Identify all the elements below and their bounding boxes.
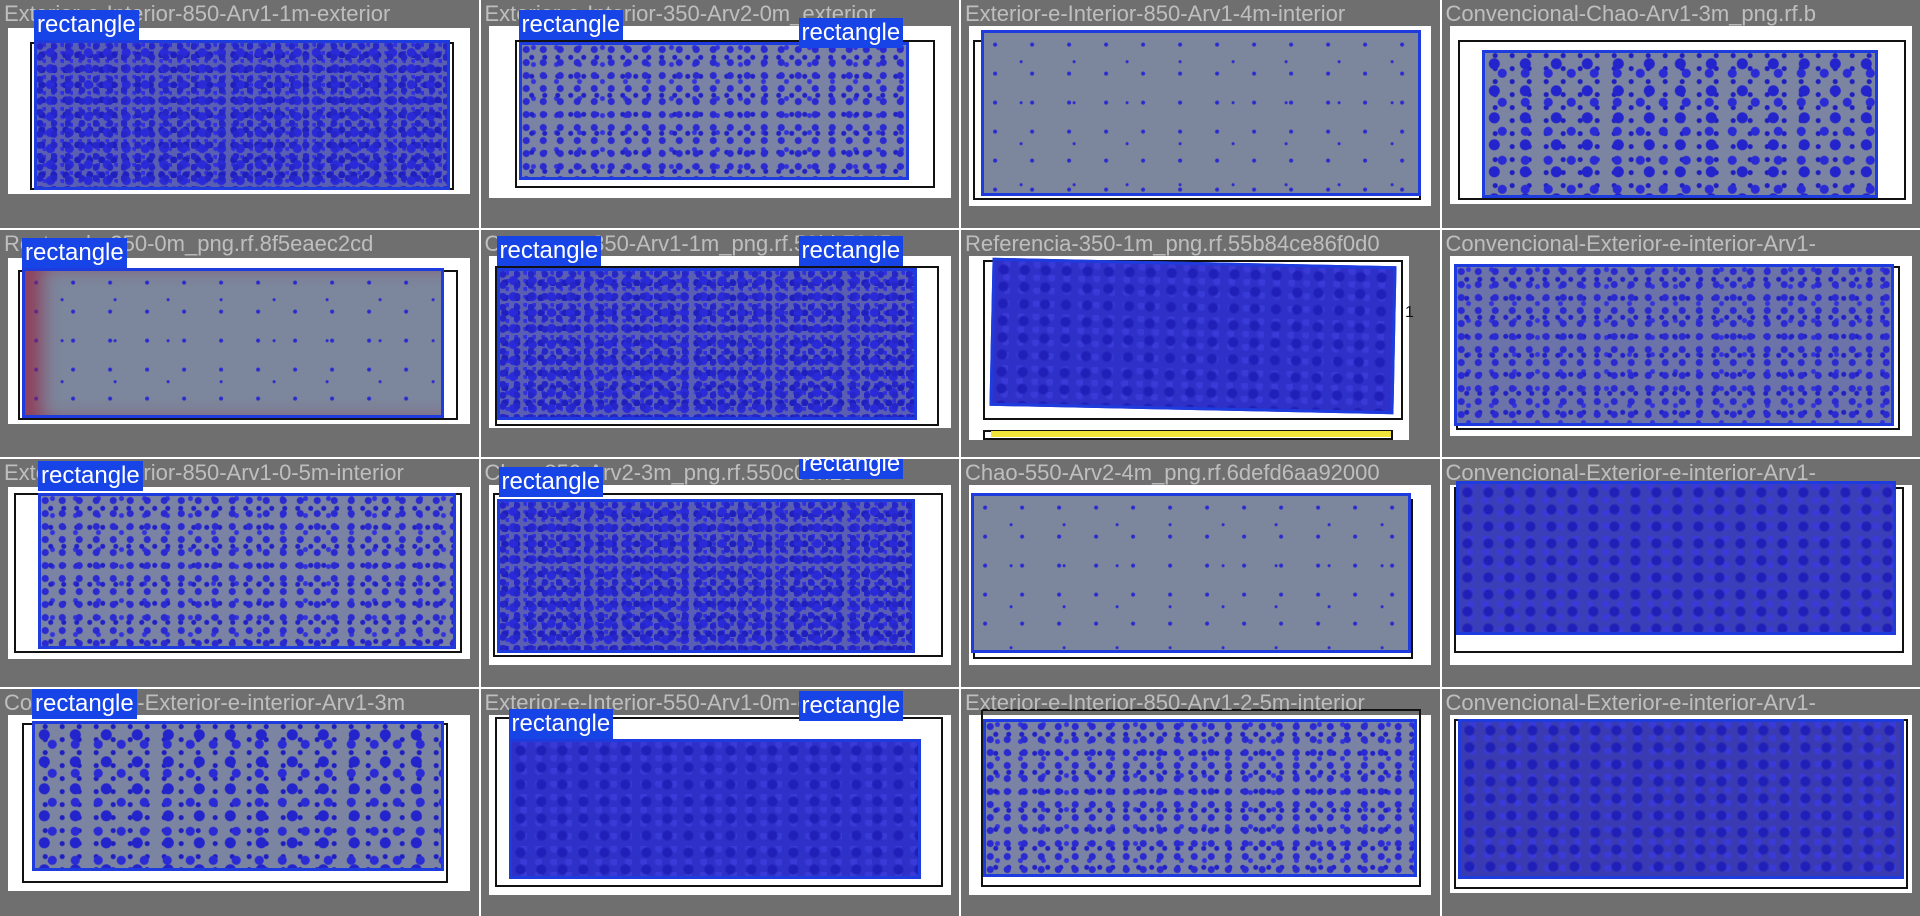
bounding-box (989, 257, 1397, 414)
drawn-frame (983, 259, 1403, 420)
ruler-mark: 1 (1405, 303, 1414, 321)
image-tile[interactable]: Exterior-e-Interior-850-Arv1-1m-exterior… (0, 0, 479, 228)
detection-label: rectangle (518, 10, 624, 40)
bounding-box (1481, 50, 1878, 198)
image-filename: Referencia-350-1m_png.rf.55b84ce86f0d0 (965, 230, 1380, 256)
bounding-box (32, 720, 444, 871)
drawn-frame (1457, 40, 1906, 200)
detection-label: rectangle (22, 237, 127, 268)
yellow-tape (991, 430, 1391, 437)
bounding-box (1455, 481, 1896, 635)
bounding-box (34, 40, 450, 190)
detection-label: rectangle (798, 18, 904, 48)
bounding-box (1453, 263, 1894, 426)
image-tile[interactable]: Exterior-e-Interior-350-Arv2-0m_exterior… (480, 0, 959, 228)
image-tile[interactable]: Exterior-e-Interior-850-Arv1-0-5m-interi… (0, 459, 479, 687)
image-tile[interactable]: Convencional-Exterior-e-interior-Arv1-3m… (0, 688, 479, 916)
detection-label: rectangle (34, 10, 139, 40)
image-tile[interactable]: 1 Referencia-350-1m_png.rf.55b84ce86f0d0 (961, 229, 1440, 457)
image-filename: Exterior-e-Interior-850-Arv1-2-5m-interi… (965, 689, 1365, 715)
bounding-box (496, 499, 915, 653)
bounding-box (38, 493, 456, 649)
bounding-box (496, 267, 917, 420)
bounding-box (518, 42, 909, 180)
image-filename: Chao-550-Arv2-4m_png.rf.6defd6aa92000 (965, 460, 1380, 485)
drawn-frame (492, 493, 943, 657)
image-filename: Convencional-Exterior-e-interior-Arv1- (1445, 689, 1816, 715)
image-tile[interactable]: Convencional-Exterior-e-interior-Arv1- (1441, 459, 1920, 687)
bounding-box (971, 493, 1411, 653)
bounding-box (508, 738, 921, 879)
image-tile[interactable]: Convencional-Exterior-e-interior-Arv1- (1441, 688, 1920, 916)
detection-label: rectangle (798, 235, 904, 266)
bounding-box (1457, 718, 1904, 879)
detection-label: rectangle (498, 467, 604, 497)
image-tile[interactable]: Exterior-e-Interior-850-Arv1-2-5m-interi… (961, 688, 1440, 916)
detection-label: rectangle (32, 688, 137, 719)
detection-label: rectangle (38, 461, 143, 491)
bounding-box (22, 267, 444, 418)
image-tile[interactable]: Composto-850-Arv1-1m_png.rf.53bb7045 rec… (480, 229, 959, 457)
image-tile[interactable]: Exterior-e-Interior-550-Arv1-0m-exterior… (480, 688, 959, 916)
image-tile[interactable]: Chao-550-Arv2-4m_png.rf.6defd6aa92000 (961, 459, 1440, 687)
image-filename: Convencional-Exterior-e-interior-Arv1- (1445, 230, 1816, 256)
drawn-frame (494, 265, 939, 426)
image-tile[interactable]: Convencional-Exterior-e-interior-Arv1- (1441, 229, 1920, 457)
bounding-box (981, 30, 1421, 196)
drawn-frame (514, 40, 935, 188)
detection-label: rectangle (798, 459, 904, 479)
image-tile[interactable]: Convencional-Chao-Arv1-3m_png.rf.b (1441, 0, 1920, 228)
drawn-frame (494, 716, 943, 887)
image-tile[interactable]: Exterior-e-Interior-850-Arv1-4m-interior (961, 0, 1440, 228)
image-tile[interactable]: Chao-850-Arv2-3m_png.rf.550c0ch15 rectan… (480, 459, 959, 687)
bounding-box (983, 718, 1417, 877)
image-filename: Exterior-e-Interior-850-Arv1-4m-interior (965, 1, 1346, 26)
image-filename: Convencional-Chao-Arv1-3m_png.rf.b (1445, 1, 1817, 26)
image-tile[interactable]: Rectangle-350-0m_png.rf.8f5eaec2cd recta… (0, 229, 479, 457)
image-filename: Convencional-Exterior-e-interior-Arv1- (1445, 460, 1816, 485)
detection-label: rectangle (508, 708, 614, 739)
drawn-frame (981, 708, 1421, 887)
detection-label: rectangle (496, 235, 602, 266)
detection-label: rectangle (798, 690, 904, 721)
